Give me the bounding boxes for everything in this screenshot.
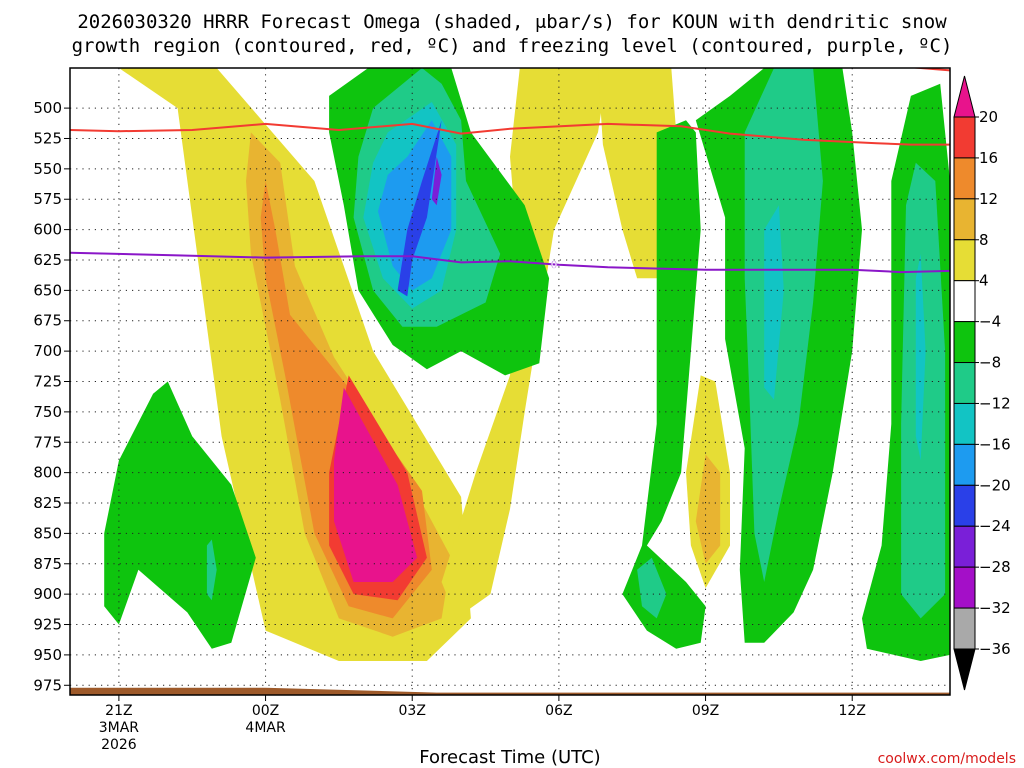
- colorbar-bin: [953, 198, 976, 241]
- omega-region-teal-lowleft: [206, 539, 217, 601]
- omega-region-dblue-upper: [397, 120, 442, 297]
- x-tick-sublabel: 3MAR: [99, 720, 140, 736]
- y-tick-label: 775: [33, 433, 62, 451]
- omega-region-gold-right-spike: [695, 454, 721, 564]
- freezing-level-contour: [70, 251, 950, 274]
- y-tick-label: 975: [33, 676, 62, 694]
- colorbar-label: −16: [979, 435, 1011, 453]
- colorbar-label: −4: [979, 313, 1001, 331]
- upper-temperature-contour: [908, 68, 950, 72]
- colorbar-label: 12: [979, 190, 998, 208]
- x-tick-label: 12Z: [839, 703, 866, 719]
- colorbar-label: 8: [979, 231, 989, 249]
- terrain-layer: [70, 687, 950, 695]
- omega-region-magenta-core: [334, 387, 418, 582]
- colorbar-bin: [953, 362, 976, 404]
- contour-lines: 0: [70, 68, 950, 274]
- x-tick-label: 00Z: [252, 703, 279, 719]
- pressure-axis: 500 525 550 575 600 625 650 675 700 725 750 775 800 8…: [33, 99, 70, 694]
- terrain-fill: [70, 687, 950, 695]
- y-tick-label: 725: [33, 373, 62, 391]
- y-tick-label: 900: [33, 585, 62, 603]
- colorbar-top-arrow: [953, 75, 976, 118]
- colorbar-bin: [953, 525, 976, 568]
- y-tick-label: 550: [33, 160, 62, 178]
- x-tick-sublabel: 2026: [101, 737, 137, 753]
- omega-region-cyan-far-right: [915, 253, 926, 461]
- colorbar-bin: [953, 321, 976, 364]
- x-axis-label: Forecast Time (UTC): [419, 747, 600, 768]
- colorbar-label: −8: [979, 354, 1001, 372]
- colorbar-label: 16: [979, 149, 998, 167]
- omega-region-green-right-inner: [622, 120, 706, 649]
- colorbar-label: −36: [979, 640, 1011, 658]
- y-tick-label: 625: [33, 251, 62, 269]
- y-tick-label: 750: [33, 403, 62, 421]
- y-tick-label: 500: [33, 99, 62, 117]
- y-tick-label: 875: [33, 555, 62, 573]
- colorbar-bin: [953, 484, 976, 527]
- y-tick-label: 825: [33, 494, 62, 512]
- colorbar-bin: [953, 443, 976, 486]
- colorbar-label: 20: [979, 108, 998, 126]
- colorbar-bin: [953, 280, 976, 323]
- omega-region-green-lowleft: [104, 381, 256, 649]
- credit-link[interactable]: coolwx.com/models: [878, 751, 1016, 767]
- y-tick-label: 700: [33, 342, 62, 360]
- chart-title-line-2: growth region (contoured, red, ºC) and f…: [72, 35, 953, 57]
- omega-region-teal-right-inner: [637, 557, 667, 619]
- colorbar-label: −20: [979, 476, 1011, 494]
- colorbar-bin: [953, 607, 976, 650]
- x-tick-sublabel: 4MAR: [245, 720, 286, 736]
- colorbar-label: 4: [979, 272, 989, 290]
- x-tick-label: 09Z: [692, 703, 719, 719]
- colorbar-bottom-arrow: [953, 648, 976, 691]
- omega-region-purple-upper: [431, 156, 442, 206]
- y-tick-label: 575: [33, 190, 62, 208]
- y-tick-label: 600: [33, 221, 62, 239]
- y-tick-label: 525: [33, 129, 62, 147]
- y-tick-label: 925: [33, 616, 62, 634]
- y-tick-label: 675: [33, 312, 62, 330]
- chart-title-line-1: 2026030320 HRRR Forecast Omega (shaded, …: [77, 11, 947, 33]
- y-tick-label: 800: [33, 464, 62, 482]
- colorbar-label: −24: [979, 517, 1011, 535]
- colorbar-bin: [953, 239, 976, 282]
- freezing-level-label: 0: [551, 258, 558, 271]
- x-tick-label: 21Z: [105, 703, 132, 719]
- omega-region-teal-right-main: [744, 68, 823, 582]
- colorbar-bin: [953, 566, 976, 609]
- dendritic-growth-contour: [70, 122, 950, 146]
- y-tick-label: 850: [33, 524, 62, 542]
- y-tick-label: 950: [33, 646, 62, 664]
- omega-region-yellow-band-right: [598, 68, 677, 279]
- x-tick-label: 06Z: [545, 703, 572, 719]
- plot-area: 0: [69, 67, 951, 696]
- colorbar-bin: [953, 116, 976, 159]
- colorbar-label: −28: [979, 558, 1011, 576]
- colorbar-bin: [953, 157, 976, 200]
- colorbar-label: −12: [979, 394, 1011, 412]
- colorbar-label: −32: [979, 599, 1011, 617]
- omega-region-cyan-right-main: [764, 205, 784, 400]
- colorbar-legend: 20 16 12 8 4 −4 −8 −12 −16 −20 −24 −28 −32 −36: [953, 75, 1011, 691]
- x-tick-label: 03Z: [399, 703, 426, 719]
- colorbar-bin: [953, 402, 976, 445]
- y-tick-label: 650: [33, 281, 62, 299]
